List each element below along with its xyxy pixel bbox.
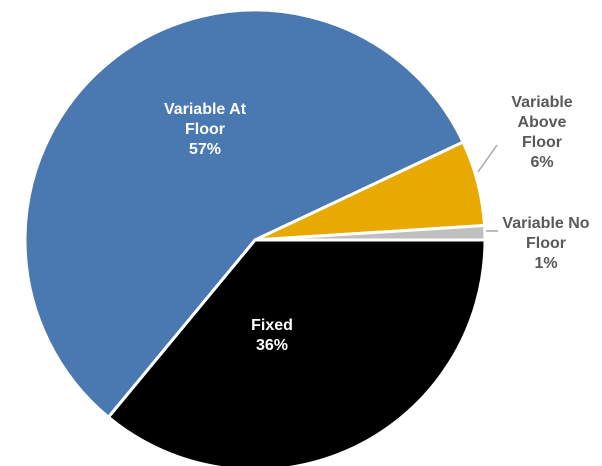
pie-slice <box>106 238 487 466</box>
category-name: Variable At Floor <box>163 101 247 138</box>
slice-label: Fixed 36% <box>232 316 312 356</box>
slice-label: Variable At Floor 57% <box>150 100 260 160</box>
pie-slice <box>253 224 487 242</box>
pie-slice <box>23 8 465 419</box>
value-label: 36% <box>255 337 289 354</box>
value-label: 6% <box>530 154 554 171</box>
leader-line <box>477 144 498 173</box>
slice-label: Variable Above Floor 6% <box>502 93 582 173</box>
value-label: 1% <box>534 255 558 272</box>
value-label: 57% <box>188 141 222 158</box>
category-name: Variable Above Floor <box>511 94 573 151</box>
slice-label: Variable No Floor 1% <box>496 214 596 274</box>
category-name: Fixed <box>251 317 293 334</box>
category-name: Variable No Floor <box>502 215 590 252</box>
